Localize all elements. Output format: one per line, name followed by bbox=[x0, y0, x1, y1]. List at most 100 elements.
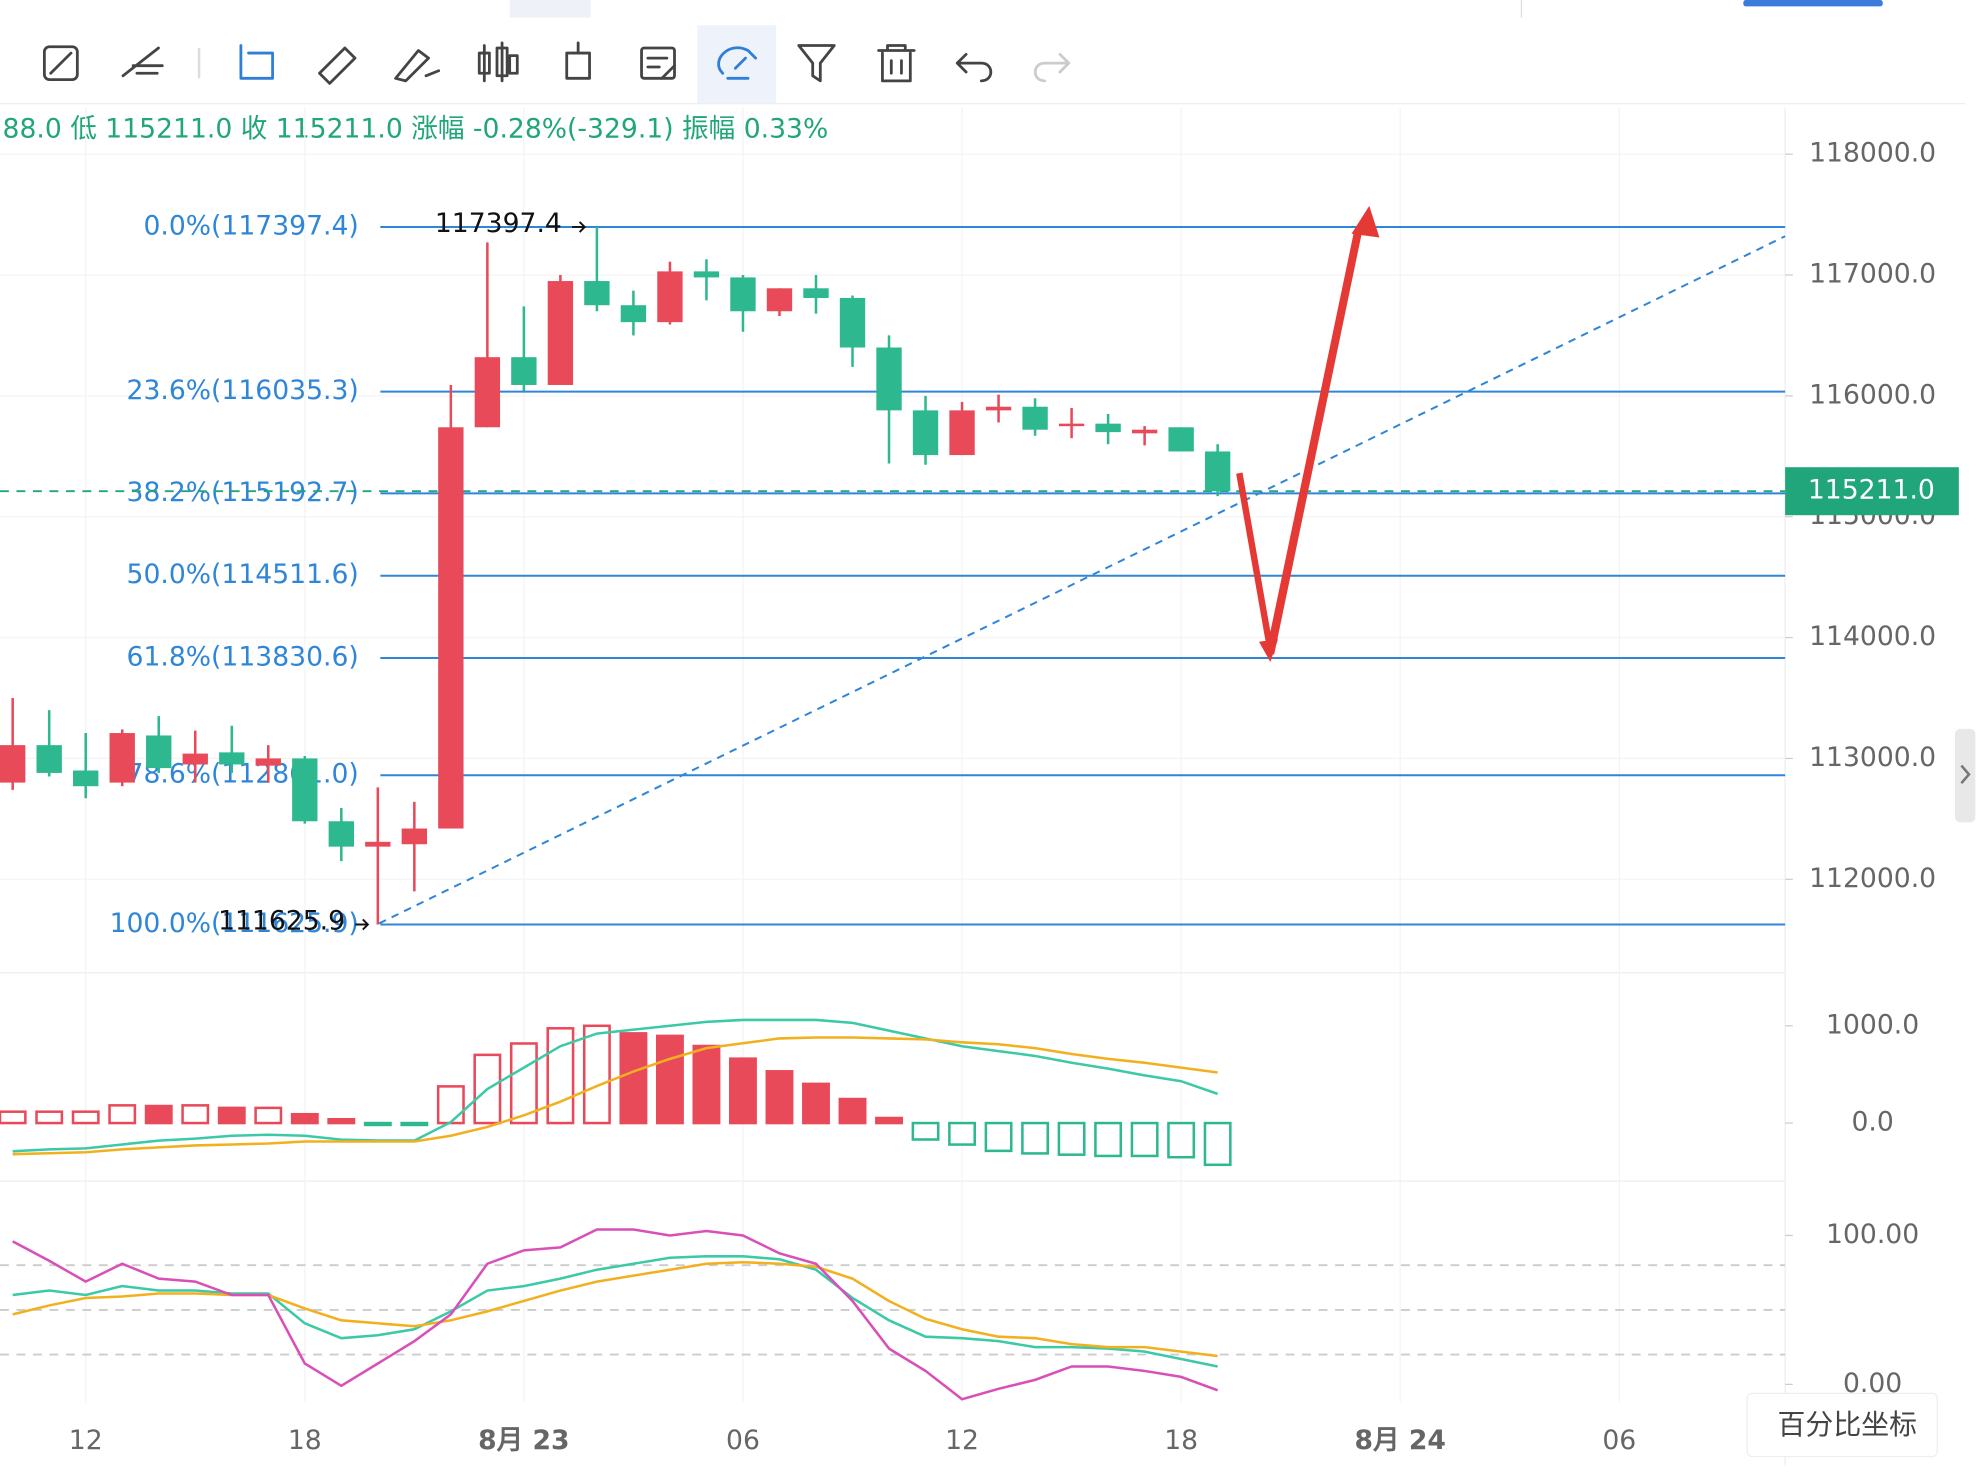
y-tick-label: 0.0 bbox=[1851, 1107, 1893, 1138]
x-tick-label: 06 bbox=[726, 1425, 760, 1456]
macd-bar bbox=[144, 1104, 173, 1125]
last-price-label: 115211.0 bbox=[1808, 475, 1935, 506]
macd-bar bbox=[984, 1121, 1013, 1153]
side-handle-icon bbox=[1960, 764, 1971, 785]
x-tick-label: 18 bbox=[1164, 1425, 1198, 1456]
tool-icon[interactable] bbox=[1033, 52, 1071, 83]
kdj-line bbox=[12, 1260, 1218, 1358]
fib-label: 23.6%(116035.3) bbox=[127, 375, 359, 406]
macd-bar bbox=[1203, 1121, 1232, 1167]
tool-icon[interactable] bbox=[717, 46, 758, 80]
macd-bar bbox=[802, 1082, 830, 1125]
tool-icon[interactable] bbox=[318, 46, 357, 85]
y-tick-label: 116000.0 bbox=[1809, 379, 1936, 410]
macd-line bbox=[12, 1018, 1219, 1153]
macd-bar bbox=[692, 1044, 721, 1125]
side-handle[interactable] bbox=[1955, 728, 1976, 823]
candle-body bbox=[547, 281, 574, 385]
tool-icon[interactable] bbox=[394, 49, 441, 83]
macd-bar bbox=[619, 1032, 648, 1125]
candle-body bbox=[219, 752, 245, 765]
scale-button[interactable] bbox=[1746, 1392, 1938, 1458]
macd-bar bbox=[0, 1110, 27, 1125]
annotation-arrow bbox=[571, 221, 587, 233]
candle-body bbox=[949, 410, 975, 456]
macd-bar bbox=[35, 1110, 64, 1125]
macd-bar bbox=[436, 1085, 465, 1125]
macd-bar bbox=[729, 1057, 757, 1125]
candle-body bbox=[438, 427, 464, 829]
x-tick-label: 8月 23 bbox=[478, 1425, 569, 1456]
scale-button-label[interactable]: 百分比坐标 bbox=[1778, 1408, 1917, 1441]
tool-icon[interactable] bbox=[477, 41, 519, 83]
candle-body bbox=[511, 357, 537, 385]
tool-icon[interactable] bbox=[565, 41, 591, 80]
badge bbox=[1743, 0, 1883, 7]
macd-bar bbox=[108, 1104, 137, 1125]
y-tick-label: 118000.0 bbox=[1809, 138, 1936, 169]
tool-icon[interactable] bbox=[797, 44, 836, 83]
candle-body bbox=[584, 281, 610, 306]
x-tick-label: 06 bbox=[1602, 1425, 1636, 1456]
candle-body bbox=[0, 745, 26, 783]
macd-bar bbox=[838, 1097, 867, 1125]
macd-bar bbox=[1094, 1121, 1123, 1158]
macd-bar bbox=[875, 1116, 903, 1125]
kdj-line bbox=[12, 1255, 1218, 1368]
macd-bar bbox=[948, 1121, 976, 1146]
fib-label: 61.8%(113830.6) bbox=[127, 642, 359, 673]
candle-body bbox=[1022, 406, 1048, 430]
y-tick-label: 1000.0 bbox=[1826, 1009, 1919, 1040]
candle-body bbox=[620, 305, 647, 323]
candle-body bbox=[401, 828, 428, 845]
toolbar bbox=[0, 25, 1966, 105]
candle-body bbox=[474, 357, 501, 428]
macd-bar bbox=[181, 1104, 210, 1125]
y-tick-label: 112000.0 bbox=[1809, 863, 1936, 894]
candle-body bbox=[766, 288, 793, 312]
macd-bar bbox=[473, 1053, 502, 1125]
tool-icon[interactable] bbox=[877, 44, 916, 83]
macd-bar bbox=[363, 1121, 392, 1127]
tool-icon[interactable] bbox=[239, 44, 274, 80]
trend-line bbox=[378, 235, 1786, 925]
tool-icon[interactable] bbox=[42, 45, 79, 81]
y-tick-label: 117000.0 bbox=[1809, 259, 1936, 290]
kdj-line bbox=[12, 1228, 1219, 1401]
candle-body bbox=[1204, 451, 1231, 492]
info-bar: 88.0 低 115211.0 收 115211.0 涨幅 -0.28%(-32… bbox=[3, 114, 829, 145]
candle-body bbox=[657, 271, 683, 323]
tool-icon[interactable] bbox=[955, 52, 993, 83]
toolbar-active bbox=[697, 25, 776, 104]
candle-body bbox=[1131, 429, 1158, 434]
candle-body bbox=[365, 841, 391, 847]
candle-body bbox=[36, 745, 62, 773]
candle-body bbox=[839, 297, 866, 348]
candle-body bbox=[693, 271, 720, 278]
candle-body bbox=[1168, 427, 1194, 452]
macd-bar bbox=[1021, 1121, 1050, 1155]
macd-bar bbox=[1167, 1121, 1196, 1159]
candle-body bbox=[985, 406, 1012, 411]
price-annotation: 111625.9 bbox=[218, 905, 345, 936]
macd-bar bbox=[400, 1121, 429, 1127]
x-tick-label: 12 bbox=[69, 1425, 103, 1456]
candle-body bbox=[803, 288, 829, 298]
fib-label: 100.0%(111625.9) bbox=[110, 908, 359, 939]
macd-bar bbox=[582, 1024, 611, 1125]
macd-bar bbox=[1057, 1121, 1086, 1156]
drawn-arrow bbox=[1236, 231, 1362, 655]
macd-bar bbox=[327, 1118, 356, 1125]
x-tick-label: 8月 24 bbox=[1355, 1425, 1446, 1456]
fib-label: 38.2%(115192.7) bbox=[127, 477, 359, 508]
macd-bar bbox=[217, 1106, 246, 1125]
candle-body bbox=[1095, 423, 1121, 433]
annotation-arrow bbox=[355, 918, 370, 931]
macd-bar bbox=[765, 1070, 794, 1125]
candle-body bbox=[182, 753, 208, 765]
tool-icon[interactable] bbox=[640, 46, 676, 80]
candle-body bbox=[73, 770, 99, 787]
tool-icon[interactable] bbox=[121, 46, 164, 78]
